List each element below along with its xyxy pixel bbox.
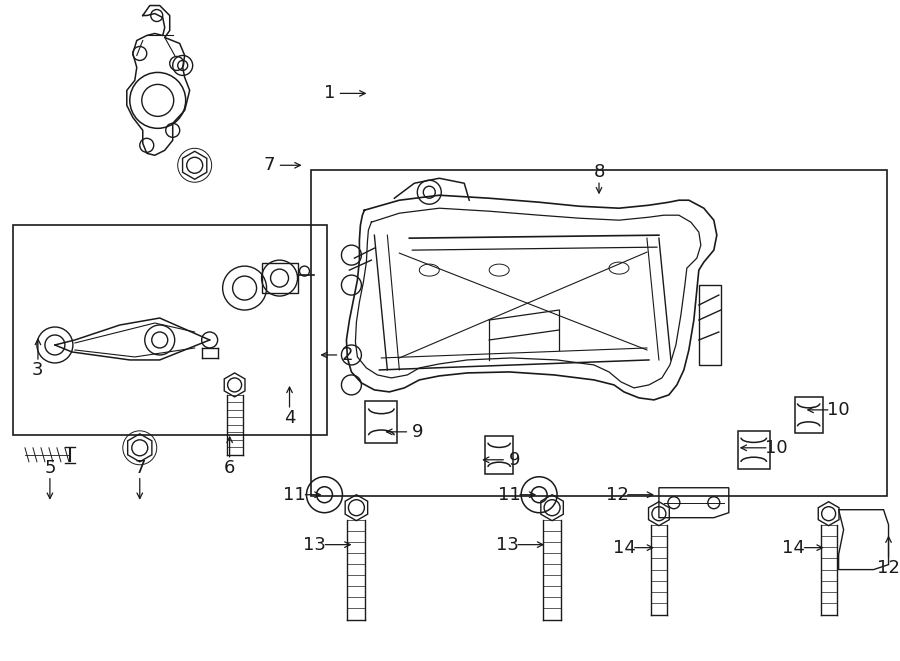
Bar bbox=[365, 401, 397, 443]
Text: 13: 13 bbox=[303, 535, 326, 554]
Text: 1: 1 bbox=[324, 85, 335, 102]
Text: 3: 3 bbox=[32, 361, 44, 379]
Text: 11: 11 bbox=[284, 486, 306, 504]
Bar bbox=[13, 225, 328, 435]
Text: 11: 11 bbox=[498, 486, 520, 504]
Text: 9: 9 bbox=[411, 423, 423, 441]
Text: 7: 7 bbox=[134, 459, 146, 477]
Text: 4: 4 bbox=[284, 409, 295, 427]
Bar bbox=[485, 436, 513, 474]
Text: 6: 6 bbox=[224, 459, 235, 477]
Bar bbox=[262, 263, 298, 293]
Bar bbox=[738, 431, 770, 469]
Text: 13: 13 bbox=[496, 535, 518, 554]
Text: 2: 2 bbox=[342, 346, 353, 364]
Bar bbox=[311, 171, 886, 496]
Text: 12: 12 bbox=[878, 559, 900, 576]
Text: 7: 7 bbox=[264, 156, 275, 175]
Text: 14: 14 bbox=[782, 539, 806, 557]
Text: 12: 12 bbox=[606, 486, 628, 504]
Text: 8: 8 bbox=[593, 163, 605, 181]
Bar bbox=[698, 285, 721, 365]
Text: 5: 5 bbox=[44, 459, 56, 477]
Bar bbox=[795, 397, 823, 433]
Text: 10: 10 bbox=[765, 439, 788, 457]
Text: 9: 9 bbox=[508, 451, 520, 469]
Text: 14: 14 bbox=[613, 539, 635, 557]
Text: 10: 10 bbox=[827, 401, 850, 419]
